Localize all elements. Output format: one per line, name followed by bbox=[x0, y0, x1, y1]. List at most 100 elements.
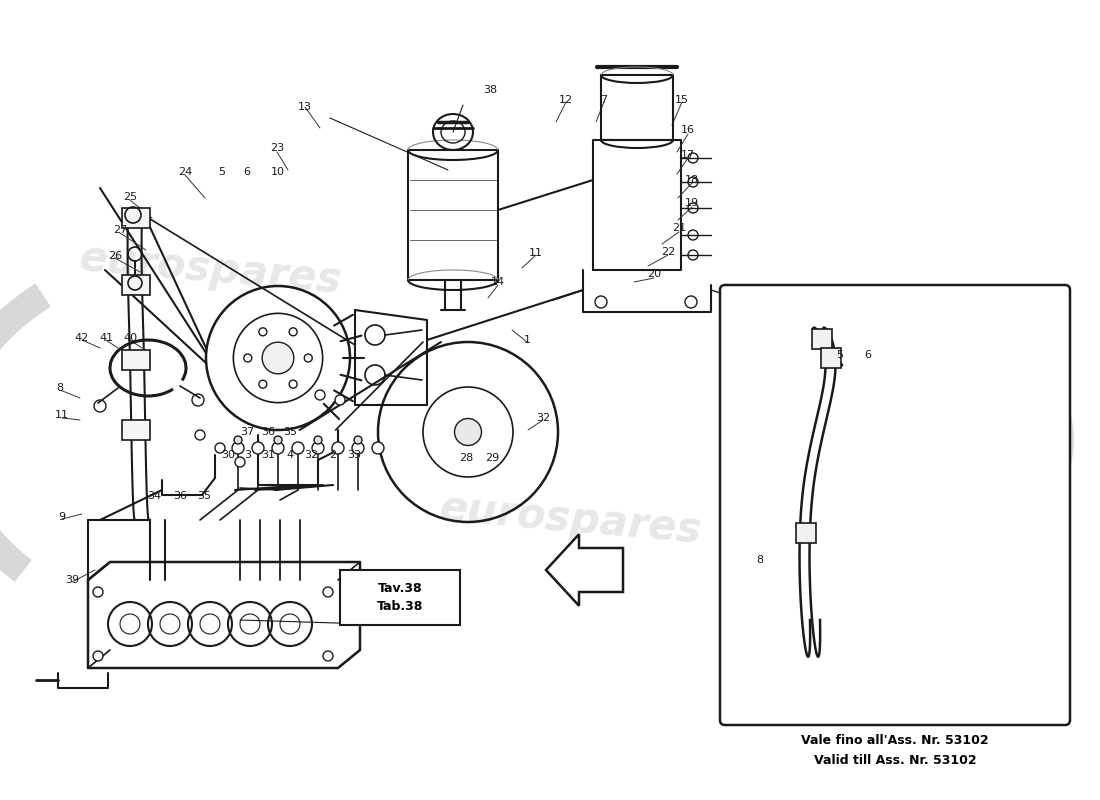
Bar bbox=[822, 347, 842, 367]
Text: 28: 28 bbox=[459, 453, 473, 463]
Circle shape bbox=[244, 354, 252, 362]
Circle shape bbox=[234, 436, 242, 444]
Text: 36: 36 bbox=[173, 491, 187, 501]
Text: Vale fino all'Ass. Nr. 53102: Vale fino all'Ass. Nr. 53102 bbox=[801, 734, 989, 746]
Text: 18: 18 bbox=[685, 175, 700, 185]
Circle shape bbox=[94, 651, 103, 661]
Text: 40: 40 bbox=[123, 333, 138, 343]
Circle shape bbox=[336, 395, 345, 405]
Text: eurospares: eurospares bbox=[437, 488, 703, 552]
Text: 5: 5 bbox=[836, 350, 844, 360]
Circle shape bbox=[955, 393, 965, 403]
Circle shape bbox=[895, 338, 905, 348]
Circle shape bbox=[948, 386, 972, 410]
Text: 16: 16 bbox=[681, 125, 695, 135]
Text: 35: 35 bbox=[283, 427, 297, 437]
Bar bbox=[122, 420, 150, 440]
Text: 27: 27 bbox=[113, 225, 128, 235]
Text: 37: 37 bbox=[240, 427, 254, 437]
Text: Valid till Ass. Nr. 53102: Valid till Ass. Nr. 53102 bbox=[814, 754, 977, 766]
Text: 8: 8 bbox=[56, 383, 64, 393]
Text: 13: 13 bbox=[298, 102, 312, 112]
Text: 30: 30 bbox=[221, 450, 235, 460]
Circle shape bbox=[289, 328, 297, 336]
Circle shape bbox=[314, 436, 322, 444]
FancyBboxPatch shape bbox=[720, 285, 1070, 725]
Text: 36: 36 bbox=[261, 427, 275, 437]
Text: 15: 15 bbox=[675, 95, 689, 105]
Text: 10: 10 bbox=[271, 167, 285, 177]
Circle shape bbox=[888, 381, 912, 405]
Circle shape bbox=[838, 333, 858, 353]
Bar bbox=[812, 329, 832, 349]
Bar bbox=[408, 150, 498, 280]
Circle shape bbox=[289, 380, 297, 388]
Text: 41: 41 bbox=[99, 333, 113, 343]
Text: 5: 5 bbox=[219, 167, 225, 177]
Text: 32: 32 bbox=[304, 450, 318, 460]
Text: 12: 12 bbox=[559, 95, 573, 105]
Bar bbox=[122, 350, 150, 370]
Polygon shape bbox=[546, 534, 623, 606]
Circle shape bbox=[262, 342, 294, 374]
Text: 29: 29 bbox=[485, 453, 499, 463]
Circle shape bbox=[258, 328, 267, 336]
Text: 32: 32 bbox=[536, 413, 550, 423]
Circle shape bbox=[232, 442, 244, 454]
Text: 17: 17 bbox=[681, 150, 695, 160]
Text: 6: 6 bbox=[865, 350, 871, 360]
Text: 24: 24 bbox=[178, 167, 192, 177]
Bar bbox=[122, 208, 150, 228]
Circle shape bbox=[292, 442, 304, 454]
Text: 14: 14 bbox=[491, 277, 505, 287]
Circle shape bbox=[685, 296, 697, 308]
Text: 26: 26 bbox=[108, 251, 122, 261]
Text: 4: 4 bbox=[286, 450, 294, 460]
Text: 1: 1 bbox=[524, 335, 530, 345]
Circle shape bbox=[595, 296, 607, 308]
Circle shape bbox=[354, 436, 362, 444]
Circle shape bbox=[312, 442, 324, 454]
Circle shape bbox=[195, 430, 205, 440]
Text: 35: 35 bbox=[197, 491, 211, 501]
Circle shape bbox=[274, 436, 282, 444]
Text: 34: 34 bbox=[147, 491, 161, 501]
Bar bbox=[601, 75, 673, 140]
Circle shape bbox=[305, 354, 312, 362]
Text: 22: 22 bbox=[661, 247, 675, 257]
Circle shape bbox=[948, 346, 972, 370]
Text: 20: 20 bbox=[647, 269, 661, 279]
Circle shape bbox=[895, 388, 905, 398]
Circle shape bbox=[352, 442, 364, 454]
Text: 33: 33 bbox=[346, 450, 361, 460]
Circle shape bbox=[315, 390, 324, 400]
Text: 9: 9 bbox=[58, 512, 66, 522]
Text: eurospares: eurospares bbox=[77, 238, 343, 302]
Circle shape bbox=[252, 442, 264, 454]
Text: 3: 3 bbox=[244, 450, 252, 460]
Text: 2: 2 bbox=[329, 450, 337, 460]
Circle shape bbox=[258, 380, 267, 388]
Circle shape bbox=[235, 457, 245, 467]
Text: 38: 38 bbox=[483, 85, 497, 95]
Text: 21: 21 bbox=[672, 223, 686, 233]
Circle shape bbox=[323, 587, 333, 597]
Text: 8: 8 bbox=[757, 555, 763, 565]
Text: 11: 11 bbox=[529, 248, 543, 258]
Text: 19: 19 bbox=[685, 198, 700, 208]
Circle shape bbox=[332, 442, 344, 454]
Circle shape bbox=[955, 353, 965, 363]
Circle shape bbox=[94, 587, 103, 597]
Text: 42: 42 bbox=[75, 333, 89, 343]
Text: 23: 23 bbox=[270, 143, 284, 153]
Bar bbox=[796, 522, 816, 542]
Circle shape bbox=[323, 651, 333, 661]
Text: 31: 31 bbox=[261, 450, 275, 460]
Circle shape bbox=[838, 378, 858, 398]
Bar bbox=[340, 570, 460, 625]
Text: 25: 25 bbox=[123, 192, 138, 202]
Circle shape bbox=[454, 418, 482, 446]
Text: 11: 11 bbox=[55, 410, 69, 420]
Text: 7: 7 bbox=[601, 95, 607, 105]
Circle shape bbox=[214, 443, 225, 453]
